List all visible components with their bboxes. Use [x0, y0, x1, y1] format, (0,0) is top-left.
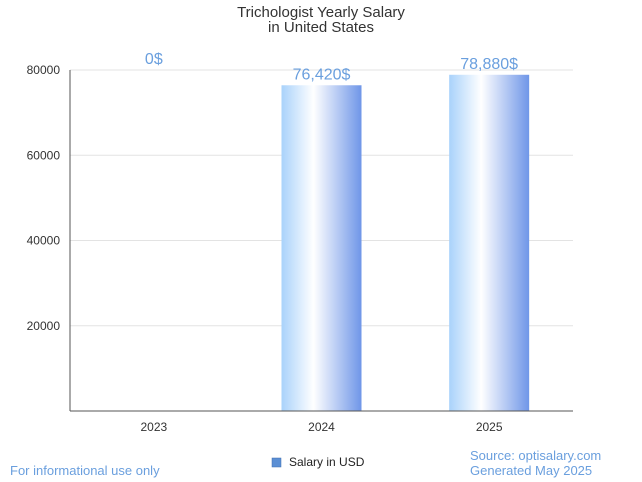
chart-title: Trichologist Yearly Salary: [237, 4, 405, 21]
x-tick-label: 2024: [308, 420, 335, 434]
generated-note: Generated May 2025: [470, 463, 592, 478]
y-axis-ticks: 20000 40000 60000 80000: [27, 63, 61, 333]
source-note: Source: optisalary.com: [470, 448, 601, 463]
x-tick-label: 2025: [476, 420, 503, 434]
y-tick-label: 20000: [27, 319, 61, 333]
legend[interactable]: Salary in USD: [271, 455, 365, 469]
legend-swatch: [271, 457, 282, 468]
value-label-2025: 78,880$: [460, 56, 518, 73]
value-label-2023: 0$: [145, 51, 163, 68]
bars: [281, 74, 530, 412]
x-axis-ticks: 2023 2024 2025: [140, 420, 502, 434]
disclaimer-note: For informational use only: [10, 463, 160, 478]
value-label-2024: 76,420$: [293, 66, 351, 83]
value-labels: 0$ 76,420$ 78,880$: [145, 51, 518, 83]
bar-2024[interactable]: [281, 85, 362, 411]
bar-2025[interactable]: [449, 74, 530, 412]
legend-label: Salary in USD: [289, 455, 365, 469]
chart-subtitle: in United States: [268, 19, 374, 36]
x-tick-label: 2023: [140, 420, 167, 434]
y-tick-label: 80000: [27, 63, 61, 77]
y-tick-label: 60000: [27, 148, 61, 162]
y-tick-label: 40000: [27, 234, 61, 248]
